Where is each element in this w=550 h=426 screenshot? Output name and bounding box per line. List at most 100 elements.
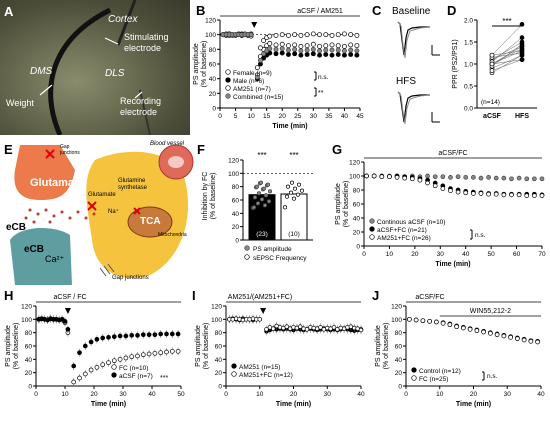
pair-line xyxy=(491,37,523,62)
dls-label: DLS xyxy=(105,68,125,79)
data-point xyxy=(486,175,491,180)
data-point xyxy=(261,51,267,57)
y-tick-label: 60 xyxy=(209,62,217,69)
y-axis-label: PS amplitude(% of baseline) xyxy=(335,181,350,228)
glutamate-astro-label: Glutamate xyxy=(88,192,116,198)
data-point xyxy=(285,47,291,53)
data-point xyxy=(282,205,288,210)
legend-label: aCSF (n=7) xyxy=(119,373,153,380)
y-tick-label: 20 xyxy=(395,370,403,377)
data-point xyxy=(478,191,484,196)
data-point xyxy=(427,318,432,324)
y-tick-label: 60 xyxy=(353,202,361,209)
y-tick-label: 0 xyxy=(356,244,360,251)
hfs-arrow xyxy=(260,308,267,314)
data-point xyxy=(515,336,520,342)
data-point xyxy=(152,350,158,356)
data-point xyxy=(77,375,82,381)
data-point xyxy=(407,316,412,322)
data-point xyxy=(265,182,271,187)
data-point xyxy=(164,349,169,355)
data-point xyxy=(481,329,486,335)
data-point xyxy=(106,334,111,340)
data-point xyxy=(296,182,302,187)
x-axis-label: Time (min) xyxy=(456,401,491,408)
data-point xyxy=(516,192,522,198)
data-point xyxy=(532,193,537,198)
x-tick-label: 15 xyxy=(263,113,271,120)
pair-line xyxy=(491,50,523,65)
legend-label: Female (n=9) xyxy=(233,70,272,77)
y-axis-label: PS amplitude(% of baseline) xyxy=(5,323,20,370)
y-tick-label: 80 xyxy=(215,330,223,337)
y-tick-label: 120 xyxy=(21,304,32,311)
presynaptic-terminal xyxy=(14,145,75,200)
data-point xyxy=(292,186,298,191)
y-tick-label: 0 xyxy=(235,238,239,245)
data-point xyxy=(323,43,329,49)
panel-label-h: H xyxy=(4,288,14,303)
y-axis-label-line: (% of baseline) xyxy=(201,41,208,88)
glutamate-label: Glutamate xyxy=(30,177,84,189)
data-point xyxy=(317,52,323,58)
data-point xyxy=(317,48,323,54)
bar xyxy=(280,193,308,241)
y-tick-label: 100 xyxy=(228,171,239,178)
baseline-label: Baseline xyxy=(392,6,431,17)
mitochondrion-shape xyxy=(127,206,173,238)
panel-label-a: A xyxy=(4,4,14,19)
hfs-label: HFS xyxy=(396,76,416,87)
data-point xyxy=(394,175,400,180)
slice-photo: Cortex Stimulating electrode DMS DLS Wei… xyxy=(0,0,190,135)
mitochondria-label: Mitochondria xyxy=(158,232,187,238)
weight-label: Weight xyxy=(6,98,34,108)
data-point xyxy=(417,177,423,183)
data-point xyxy=(454,324,459,330)
data-point xyxy=(292,42,298,48)
data-point xyxy=(285,43,291,49)
legend-marker xyxy=(231,371,237,377)
data-point xyxy=(111,334,117,340)
y-tick-label: 1.0 xyxy=(464,62,473,69)
panel-b: B 0 20 40 60 80 100 120 0 5 10 15 20 25 30 35 40 45 aCSF … xyxy=(190,0,370,140)
x-axis-label: Time (min) xyxy=(435,261,470,268)
data-point xyxy=(251,205,257,210)
x-tick-label: 30 xyxy=(119,391,127,398)
legend-label: AM251+FC (n=12) xyxy=(239,372,293,379)
x-tick-label: 10 xyxy=(436,391,444,398)
data-point xyxy=(354,32,360,38)
legend-label: Control (n=12) xyxy=(419,368,461,375)
x-tick-label: 40 xyxy=(537,391,545,398)
panel-label-f: F xyxy=(197,142,205,157)
data-point xyxy=(341,43,347,49)
data-point xyxy=(123,333,129,339)
data-point xyxy=(535,339,540,345)
data-point xyxy=(135,353,140,359)
data-point xyxy=(267,46,273,52)
data-point xyxy=(532,176,537,182)
data-point xyxy=(539,176,545,182)
sig-label: ** xyxy=(318,90,324,97)
data-point xyxy=(425,180,430,186)
y-tick-label: 20 xyxy=(232,224,240,231)
data-point xyxy=(486,191,491,197)
data-point xyxy=(341,52,347,58)
hfs-trace-2 xyxy=(397,91,431,125)
data-point xyxy=(285,184,291,189)
y-axis-label-line: PS amplitude xyxy=(5,325,12,367)
weight-pointer xyxy=(39,84,53,96)
x-tick-label: 30 xyxy=(324,391,332,398)
data-point xyxy=(335,47,341,53)
data-point xyxy=(318,325,323,330)
gap-junction-lines xyxy=(99,263,115,277)
drug-banner-2: WIN55,212-2 xyxy=(470,308,511,315)
stim-electrode-label: Stimulating electrode xyxy=(124,32,169,53)
panel-j: J 0 20 40 60 80 100 120 0 10 20 30 40 aCSF/FC WIN55,2… xyxy=(370,286,550,421)
weight-wire xyxy=(48,7,112,135)
panel-label-b: B xyxy=(196,3,206,18)
data-point xyxy=(175,348,181,354)
data-point xyxy=(88,367,94,373)
data-point xyxy=(292,46,298,52)
data-point xyxy=(329,52,335,58)
data-point xyxy=(448,175,453,180)
